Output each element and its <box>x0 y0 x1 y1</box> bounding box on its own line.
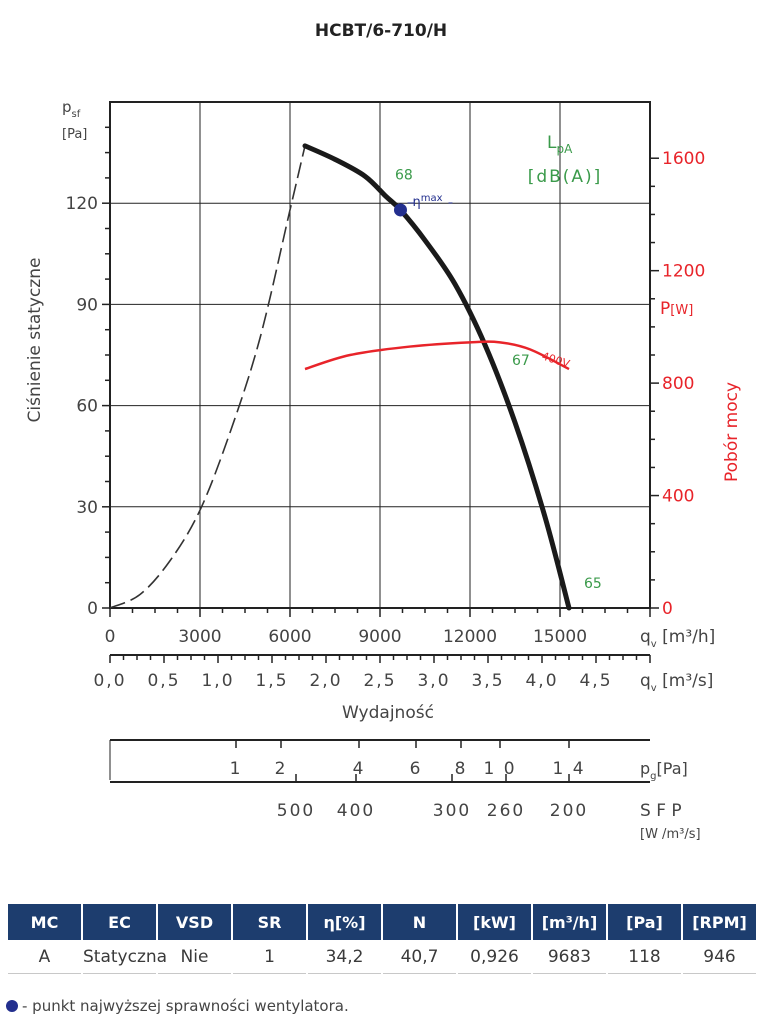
cell-kw: 0,926 <box>458 940 531 974</box>
x2-tick-label: 4,0 <box>525 671 558 691</box>
header-ec: EC <box>83 904 156 940</box>
cell-pa: 118 <box>608 940 681 974</box>
lpa-legend-unit: [dB(A)] <box>528 167 603 187</box>
y-tick-label: 0 <box>87 599 98 619</box>
sfp-tick-label: 260 <box>487 801 525 821</box>
header-vsd: VSD <box>158 904 231 940</box>
table-row: A Statyczna Nie 1 34,2 40,7 0,926 9683 1… <box>8 940 756 974</box>
y2-tick-label: 400 <box>662 487 694 507</box>
cell-flow: 9683 <box>533 940 606 974</box>
y-axis-label: Ciśnienie statyczne <box>25 258 45 423</box>
x2-tick-label: 2,0 <box>309 671 342 691</box>
pg-tick-label: 4 <box>353 759 366 779</box>
y2-axis-unit: P[W] <box>660 299 693 319</box>
sfp-tick-label: 500 <box>277 801 315 821</box>
x-axis-unit: qv [m³/h] <box>640 627 715 650</box>
x2-tick-label: 1,5 <box>255 671 288 691</box>
x2-tick-label: 1,0 <box>201 671 234 691</box>
y-axis-unit: psf <box>62 98 81 120</box>
y2-tick-label: 0 <box>662 599 673 619</box>
sfp-tick-label: 400 <box>337 801 375 821</box>
y-tick-label: 90 <box>76 295 98 315</box>
lpa-label: 65 <box>584 576 602 592</box>
x-tick-label: 12000 <box>443 627 497 647</box>
y2-tick-label: 800 <box>662 374 694 394</box>
x2-tick-label: 2,5 <box>363 671 396 691</box>
x-tick-label: 15000 <box>533 627 587 647</box>
series-pressure <box>302 143 572 611</box>
header-kw: [kW] <box>458 904 531 940</box>
eta-max-dot-icon <box>6 1000 18 1012</box>
series-pressure-extrapolated <box>109 145 306 609</box>
cell-n: 40,7 <box>383 940 456 974</box>
x-tick-label: 9000 <box>358 627 401 647</box>
lpa-legend-title: LpA <box>547 133 573 156</box>
pg-tick-label: 8 <box>455 759 468 779</box>
eta-max-label: ηmax <box>412 193 442 210</box>
cell-rpm: 946 <box>683 940 756 974</box>
x-tick-label: 3000 <box>178 627 221 647</box>
series-label-power: 400V <box>540 350 572 371</box>
legend-note-text: - punkt najwyższej sprawności wentylator… <box>22 997 349 1015</box>
cell-eta: 34,2 <box>308 940 381 974</box>
y-tick-label: 30 <box>76 498 98 518</box>
cell-mc: A <box>8 940 81 974</box>
cell-vsd: Nie <box>158 940 231 974</box>
x-axis-label: Wydajność <box>342 703 434 723</box>
pg-tick-label: 1 <box>230 759 243 779</box>
header-rpm: [RPM] <box>683 904 756 940</box>
y-tick-label: 120 <box>66 194 98 214</box>
x2-axis-unit: qv [m³/s] <box>640 671 713 694</box>
series-power <box>304 340 570 371</box>
header-sr: SR <box>233 904 306 940</box>
spec-table-header-row: MC EC VSD SR η[%] N [kW] [m³/h] [Pa] [RP… <box>8 904 756 940</box>
cell-sr: 1 <box>233 940 306 974</box>
x2-tick-label: 0,5 <box>147 671 180 691</box>
y-axis-unit-bracket: [Pa] <box>62 127 87 142</box>
x2-tick-label: 3,5 <box>471 671 504 691</box>
spec-table: MC EC VSD SR η[%] N [kW] [m³/h] [Pa] [RP… <box>6 904 758 974</box>
x2-tick-label: 4,5 <box>579 671 612 691</box>
x-tick-label: 0 <box>105 627 116 647</box>
sfp-tick-label: 300 <box>433 801 471 821</box>
lpa-label: 68 <box>395 168 413 184</box>
pg-axis-unit: pg[Pa] <box>640 759 688 782</box>
y2-tick-label: 1200 <box>662 262 705 282</box>
pg-tick-label: 2 <box>275 759 288 779</box>
cell-ec: Statyczna <box>83 940 167 974</box>
header-eta: η[%] <box>308 904 381 940</box>
sfp-axis-label: S F P <box>640 801 682 821</box>
header-n: N <box>383 904 456 940</box>
x-tick-label: 6000 <box>268 627 311 647</box>
chart-title: HCBT/6-710/H <box>315 21 447 41</box>
y2-tick-label: 1600 <box>662 149 705 169</box>
y-tick-label: 60 <box>76 397 98 417</box>
eta-max-point <box>393 203 407 217</box>
y2-axis-label: Pobór mocy <box>722 382 742 482</box>
sfp-tick-label: 200 <box>550 801 588 821</box>
x2-tick-label: 0,0 <box>93 671 126 691</box>
x2-tick-label: 3,0 <box>417 671 450 691</box>
header-mc: MC <box>8 904 81 940</box>
pg-tick-label: 1 4 <box>552 759 585 779</box>
lpa-label: 67 <box>512 353 530 369</box>
pg-tick-label: 1 0 <box>483 759 516 779</box>
sfp-axis-unit: [W /m³/s] <box>640 827 701 842</box>
header-flow: [m³/h] <box>533 904 606 940</box>
header-pa: [Pa] <box>608 904 681 940</box>
pg-tick-label: 6 <box>410 759 423 779</box>
legend-note: - punkt najwyższej sprawności wentylator… <box>6 997 349 1015</box>
